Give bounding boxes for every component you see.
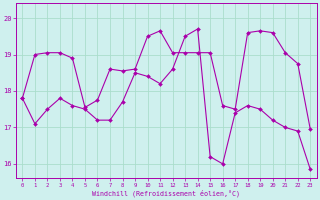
X-axis label: Windchill (Refroidissement éolien,°C): Windchill (Refroidissement éolien,°C) xyxy=(92,189,240,197)
